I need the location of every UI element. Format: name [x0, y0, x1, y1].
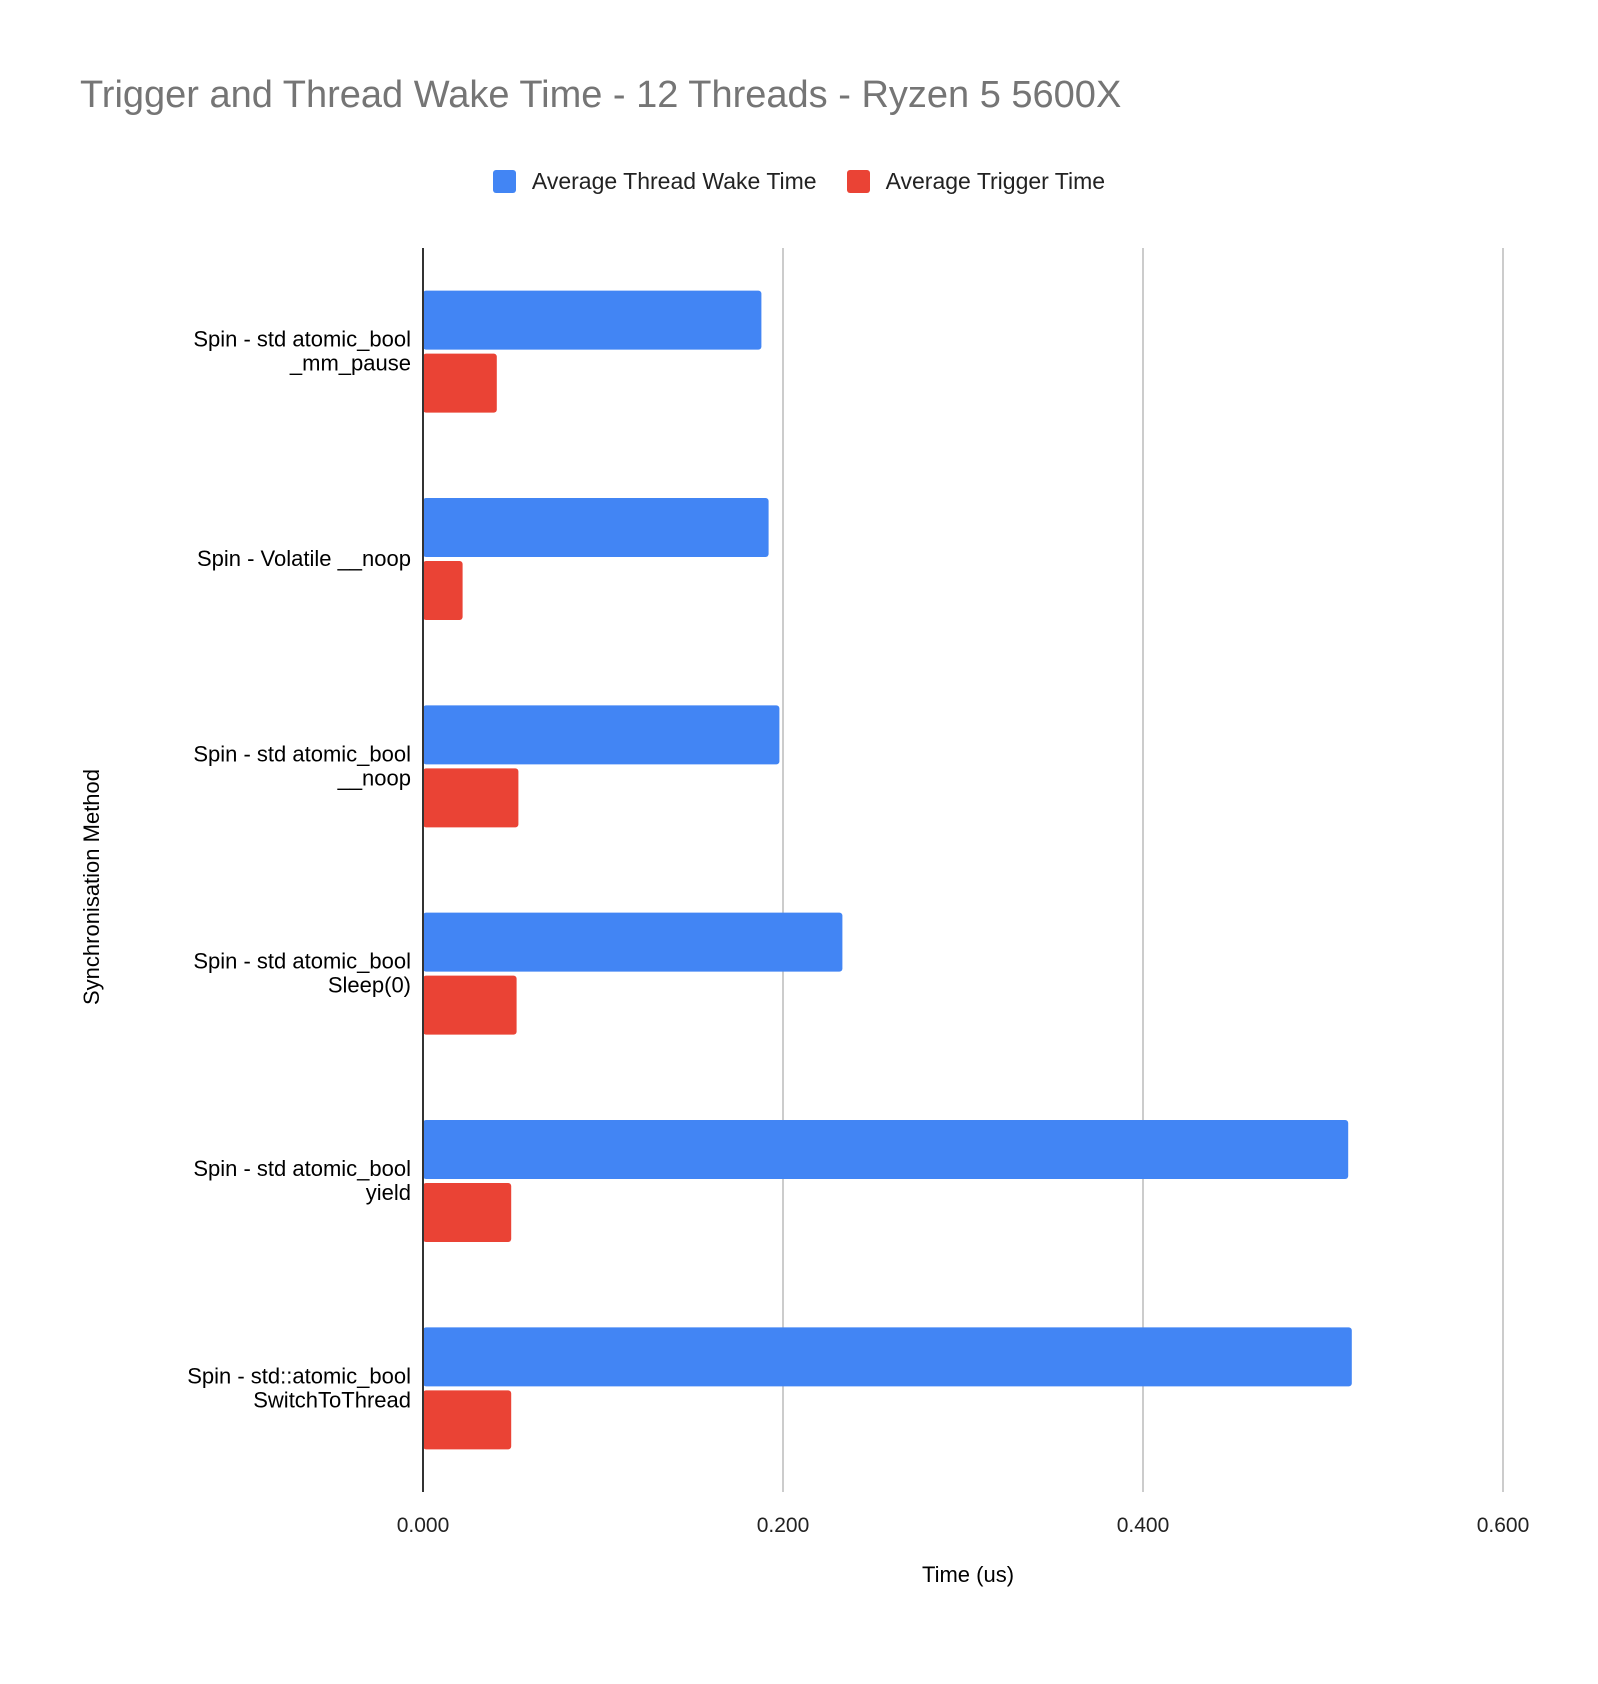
bar-trigger-time [423, 353, 497, 413]
category-label-line: Spin - std atomic_bool [193, 741, 411, 766]
x-axis-title: Time (us) [922, 1562, 1014, 1587]
category-label-line: Sleep(0) [328, 973, 411, 998]
category-label: Spin - std::atomic_bool SwitchToThread [187, 1363, 411, 1412]
y-axis-title: Synchronisation Method [79, 769, 104, 1005]
bar-wake-time [423, 1327, 1352, 1387]
category-label-line: __noop [337, 765, 411, 790]
bar-trigger-time [423, 1183, 512, 1242]
category-label-line: Spin - std::atomic_bool [187, 1363, 411, 1388]
bar-trigger-time [423, 975, 517, 1035]
bar-trigger-time [423, 1390, 512, 1450]
bar-wake-time [423, 498, 769, 557]
bar-trigger-time [423, 561, 463, 620]
category-label-line: SwitchToThread [253, 1387, 411, 1412]
category-label-line: yield [366, 1180, 411, 1205]
legend-item-wake[interactable]: Average Thread Wake Time [492, 168, 817, 195]
category-label: Spin - Volatile __noop [197, 546, 411, 571]
legend-label-trigger: Average Trigger Time [885, 168, 1106, 194]
legend-label-wake: Average Thread Wake Time [531, 168, 817, 194]
category-label-line: _mm_pause [289, 351, 411, 376]
legend-item-trigger[interactable]: Average Trigger Time [846, 168, 1106, 195]
x-tick-label: 0.000 [397, 1514, 450, 1537]
chart-title: Trigger and Thread Wake Time - 12 Thread… [80, 74, 1122, 116]
bar-wake-time [423, 912, 843, 972]
category-label-line: Spin - Volatile __noop [197, 546, 411, 571]
x-tick-label: 0.400 [1117, 1514, 1170, 1537]
category-label: Spin - std atomic_bool _mm_pause [193, 327, 411, 376]
legend-swatch-wake [492, 170, 516, 193]
category-label: Spin - std atomic_bool Sleep(0) [193, 949, 411, 998]
legend-swatch-trigger [846, 170, 870, 193]
category-label-line: Spin - std atomic_bool [193, 949, 411, 974]
x-tick-label: 0.600 [1477, 1514, 1530, 1537]
bar-trigger-time [423, 768, 519, 828]
category-label: Spin - std atomic_bool __noop [193, 741, 411, 790]
bar-wake-time [423, 290, 762, 350]
category-label-line: Spin - std atomic_bool [193, 1156, 411, 1181]
bar-wake-time [423, 1120, 1349, 1179]
x-tick-label: 0.200 [757, 1514, 810, 1537]
legend: Average Thread Wake Time Average Trigger… [0, 168, 1598, 195]
category-label-line: Spin - std atomic_bool [193, 327, 411, 352]
category-label: Spin - std atomic_bool yield [193, 1156, 411, 1205]
bar-wake-time [423, 705, 780, 765]
